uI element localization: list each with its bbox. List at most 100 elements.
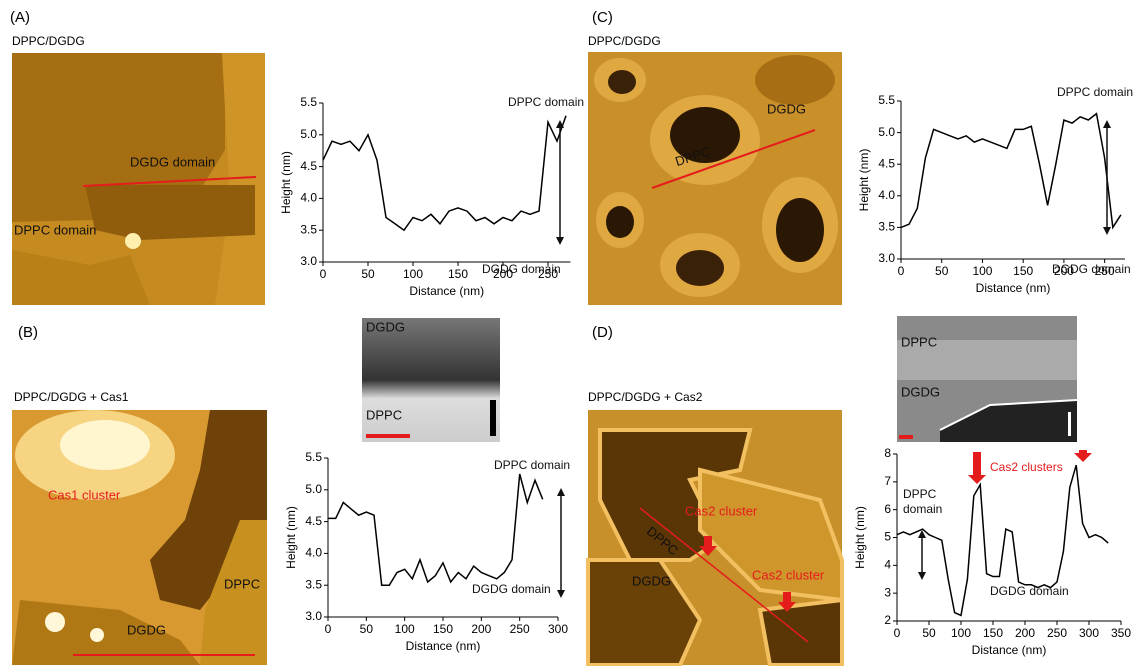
image-label: Cas2 cluster: [685, 503, 758, 518]
y-tick-label: 2: [884, 613, 891, 627]
y-tick-label: 4.5: [300, 159, 317, 173]
image-label: Cas1 cluster: [48, 487, 121, 502]
y-tick-label: 3.5: [300, 222, 317, 236]
x-tick-label: 200: [471, 622, 491, 636]
panel-label: (B): [18, 324, 38, 341]
inset-label: DGDG: [366, 319, 405, 334]
x-tick-label: 50: [922, 626, 936, 640]
image-label: DGDG: [632, 573, 671, 588]
y-tick-label: 3.0: [305, 609, 322, 623]
annotation: DPPC domain: [1057, 85, 1133, 99]
x-tick-label: 200: [1015, 626, 1035, 640]
annotation: DGDG domain: [472, 582, 551, 596]
x-tick-label: 150: [433, 622, 453, 636]
x-tick-label: 0: [894, 626, 901, 640]
profile-line: [328, 474, 543, 585]
red-arrow-head: [1074, 453, 1092, 462]
inset-b: [362, 318, 500, 442]
arrow-head: [557, 488, 565, 496]
y-tick-label: 5.5: [300, 95, 317, 109]
figure: (A) DPPC/DGDG DGDG domain DPPC domain (B…: [0, 0, 1147, 666]
x-tick-label: 0: [325, 622, 332, 636]
x-tick-label: 100: [972, 264, 992, 278]
x-tick-label: 0: [898, 264, 905, 278]
afm-image-d: [588, 410, 842, 665]
y-tick-label: 3.0: [300, 254, 317, 268]
x-tick-label: 300: [1079, 626, 1099, 640]
image-label: DGDG domain: [130, 154, 215, 169]
annotation: DGDG domain: [1052, 262, 1131, 276]
image-label: DPPC: [224, 576, 260, 591]
red-arrow-head: [968, 475, 986, 484]
profile-line: [901, 114, 1121, 228]
y-tick-label: 4.0: [300, 191, 317, 205]
panel-label: (D): [592, 324, 613, 341]
y-tick-label: 6: [884, 502, 891, 516]
y-tick-label: 5.5: [305, 450, 322, 464]
image-label: DGDG: [127, 622, 166, 637]
y-tick-label: 4.0: [878, 188, 895, 202]
image-label: DGDG: [767, 101, 806, 116]
inset-label: DGDG: [901, 384, 940, 399]
x-tick-label: 300: [548, 622, 568, 636]
panel-label: (A): [10, 9, 30, 26]
y-tick-label: 4.5: [305, 514, 322, 528]
x-tick-label: 150: [1013, 264, 1033, 278]
y-tick-label: 8: [884, 446, 891, 460]
x-tick-label: 50: [361, 267, 375, 281]
profile-line: [323, 116, 566, 231]
panel-title: DPPC/DGDG: [12, 34, 85, 48]
y-axis-label: Height (nm): [857, 149, 871, 212]
y-tick-label: 4.0: [305, 546, 322, 560]
panel-label: (C): [592, 9, 613, 26]
arrow-head: [556, 237, 564, 245]
red-arrow: [973, 452, 981, 476]
panel-title: DPPC/DGDG + Cas2: [588, 390, 703, 404]
y-tick-label: 5.0: [878, 125, 895, 139]
y-tick-label: 5.0: [305, 482, 322, 496]
y-tick-label: 3.5: [305, 577, 322, 591]
panel-title: DPPC/DGDG: [588, 34, 661, 48]
annotation: DPPC: [903, 487, 937, 501]
y-tick-label: 3: [884, 585, 891, 599]
x-tick-label: 250: [1047, 626, 1067, 640]
inset-label: DPPC: [366, 407, 402, 422]
panel-title: DPPC/DGDG + Cas1: [14, 390, 129, 404]
y-tick-label: 5: [884, 530, 891, 544]
x-tick-label: 100: [395, 622, 415, 636]
y-tick-label: 7: [884, 474, 891, 488]
image-label: DPPC domain: [14, 222, 96, 237]
x-tick-label: 50: [935, 264, 949, 278]
y-axis-label: Height (nm): [279, 151, 293, 214]
x-tick-label: 100: [403, 267, 423, 281]
arrow-head: [1103, 227, 1111, 235]
y-tick-label: 3.0: [878, 251, 895, 265]
x-axis-label: Distance (nm): [972, 643, 1047, 657]
y-tick-label: 4.5: [878, 156, 895, 170]
annotation: DPPC domain: [494, 458, 570, 472]
x-tick-label: 150: [448, 267, 468, 281]
arrow-head: [1103, 120, 1111, 128]
inset-label: DPPC: [901, 334, 937, 349]
x-tick-label: 50: [360, 622, 374, 636]
y-axis-label: Height (nm): [853, 506, 867, 569]
x-axis-label: Distance (nm): [409, 284, 484, 298]
x-tick-label: 0: [320, 267, 327, 281]
annotation: DGDG domain: [990, 584, 1069, 598]
arrow-head: [557, 590, 565, 598]
x-tick-label: 100: [951, 626, 971, 640]
annotation: Cas2 clusters: [990, 460, 1063, 474]
x-axis-label: Distance (nm): [406, 639, 481, 653]
annotation: DGDG domain: [482, 262, 561, 276]
annotation: domain: [903, 502, 942, 516]
y-axis-label: Height (nm): [284, 506, 298, 569]
annotation: DPPC domain: [508, 95, 584, 109]
arrow-head: [918, 572, 926, 580]
y-tick-label: 5.0: [300, 127, 317, 141]
image-label: Cas2 cluster: [752, 567, 825, 582]
y-tick-label: 3.5: [878, 220, 895, 234]
y-tick-label: 5.5: [878, 93, 895, 107]
x-tick-label: 150: [983, 626, 1003, 640]
x-tick-label: 250: [510, 622, 530, 636]
x-axis-label: Distance (nm): [976, 281, 1051, 295]
